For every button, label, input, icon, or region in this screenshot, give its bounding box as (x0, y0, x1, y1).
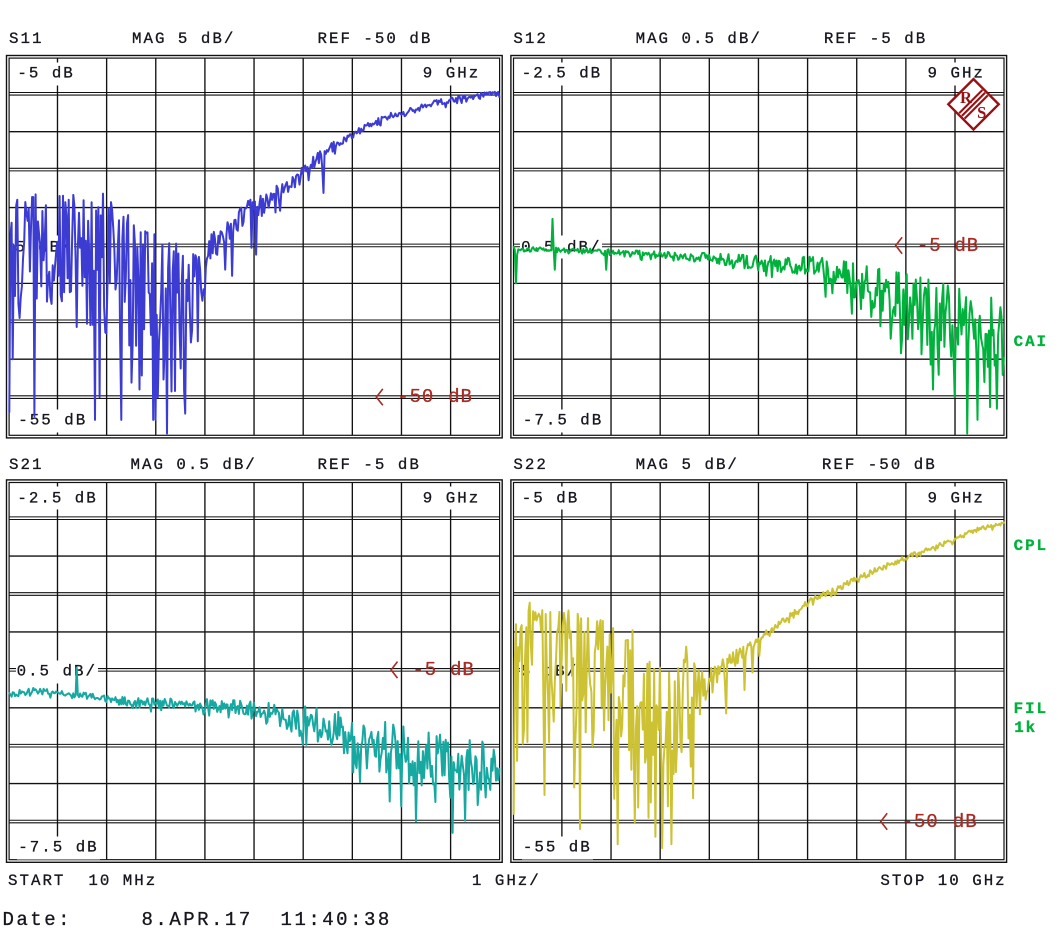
svg-text:R: R (960, 88, 973, 107)
svg-text:S: S (977, 103, 986, 122)
